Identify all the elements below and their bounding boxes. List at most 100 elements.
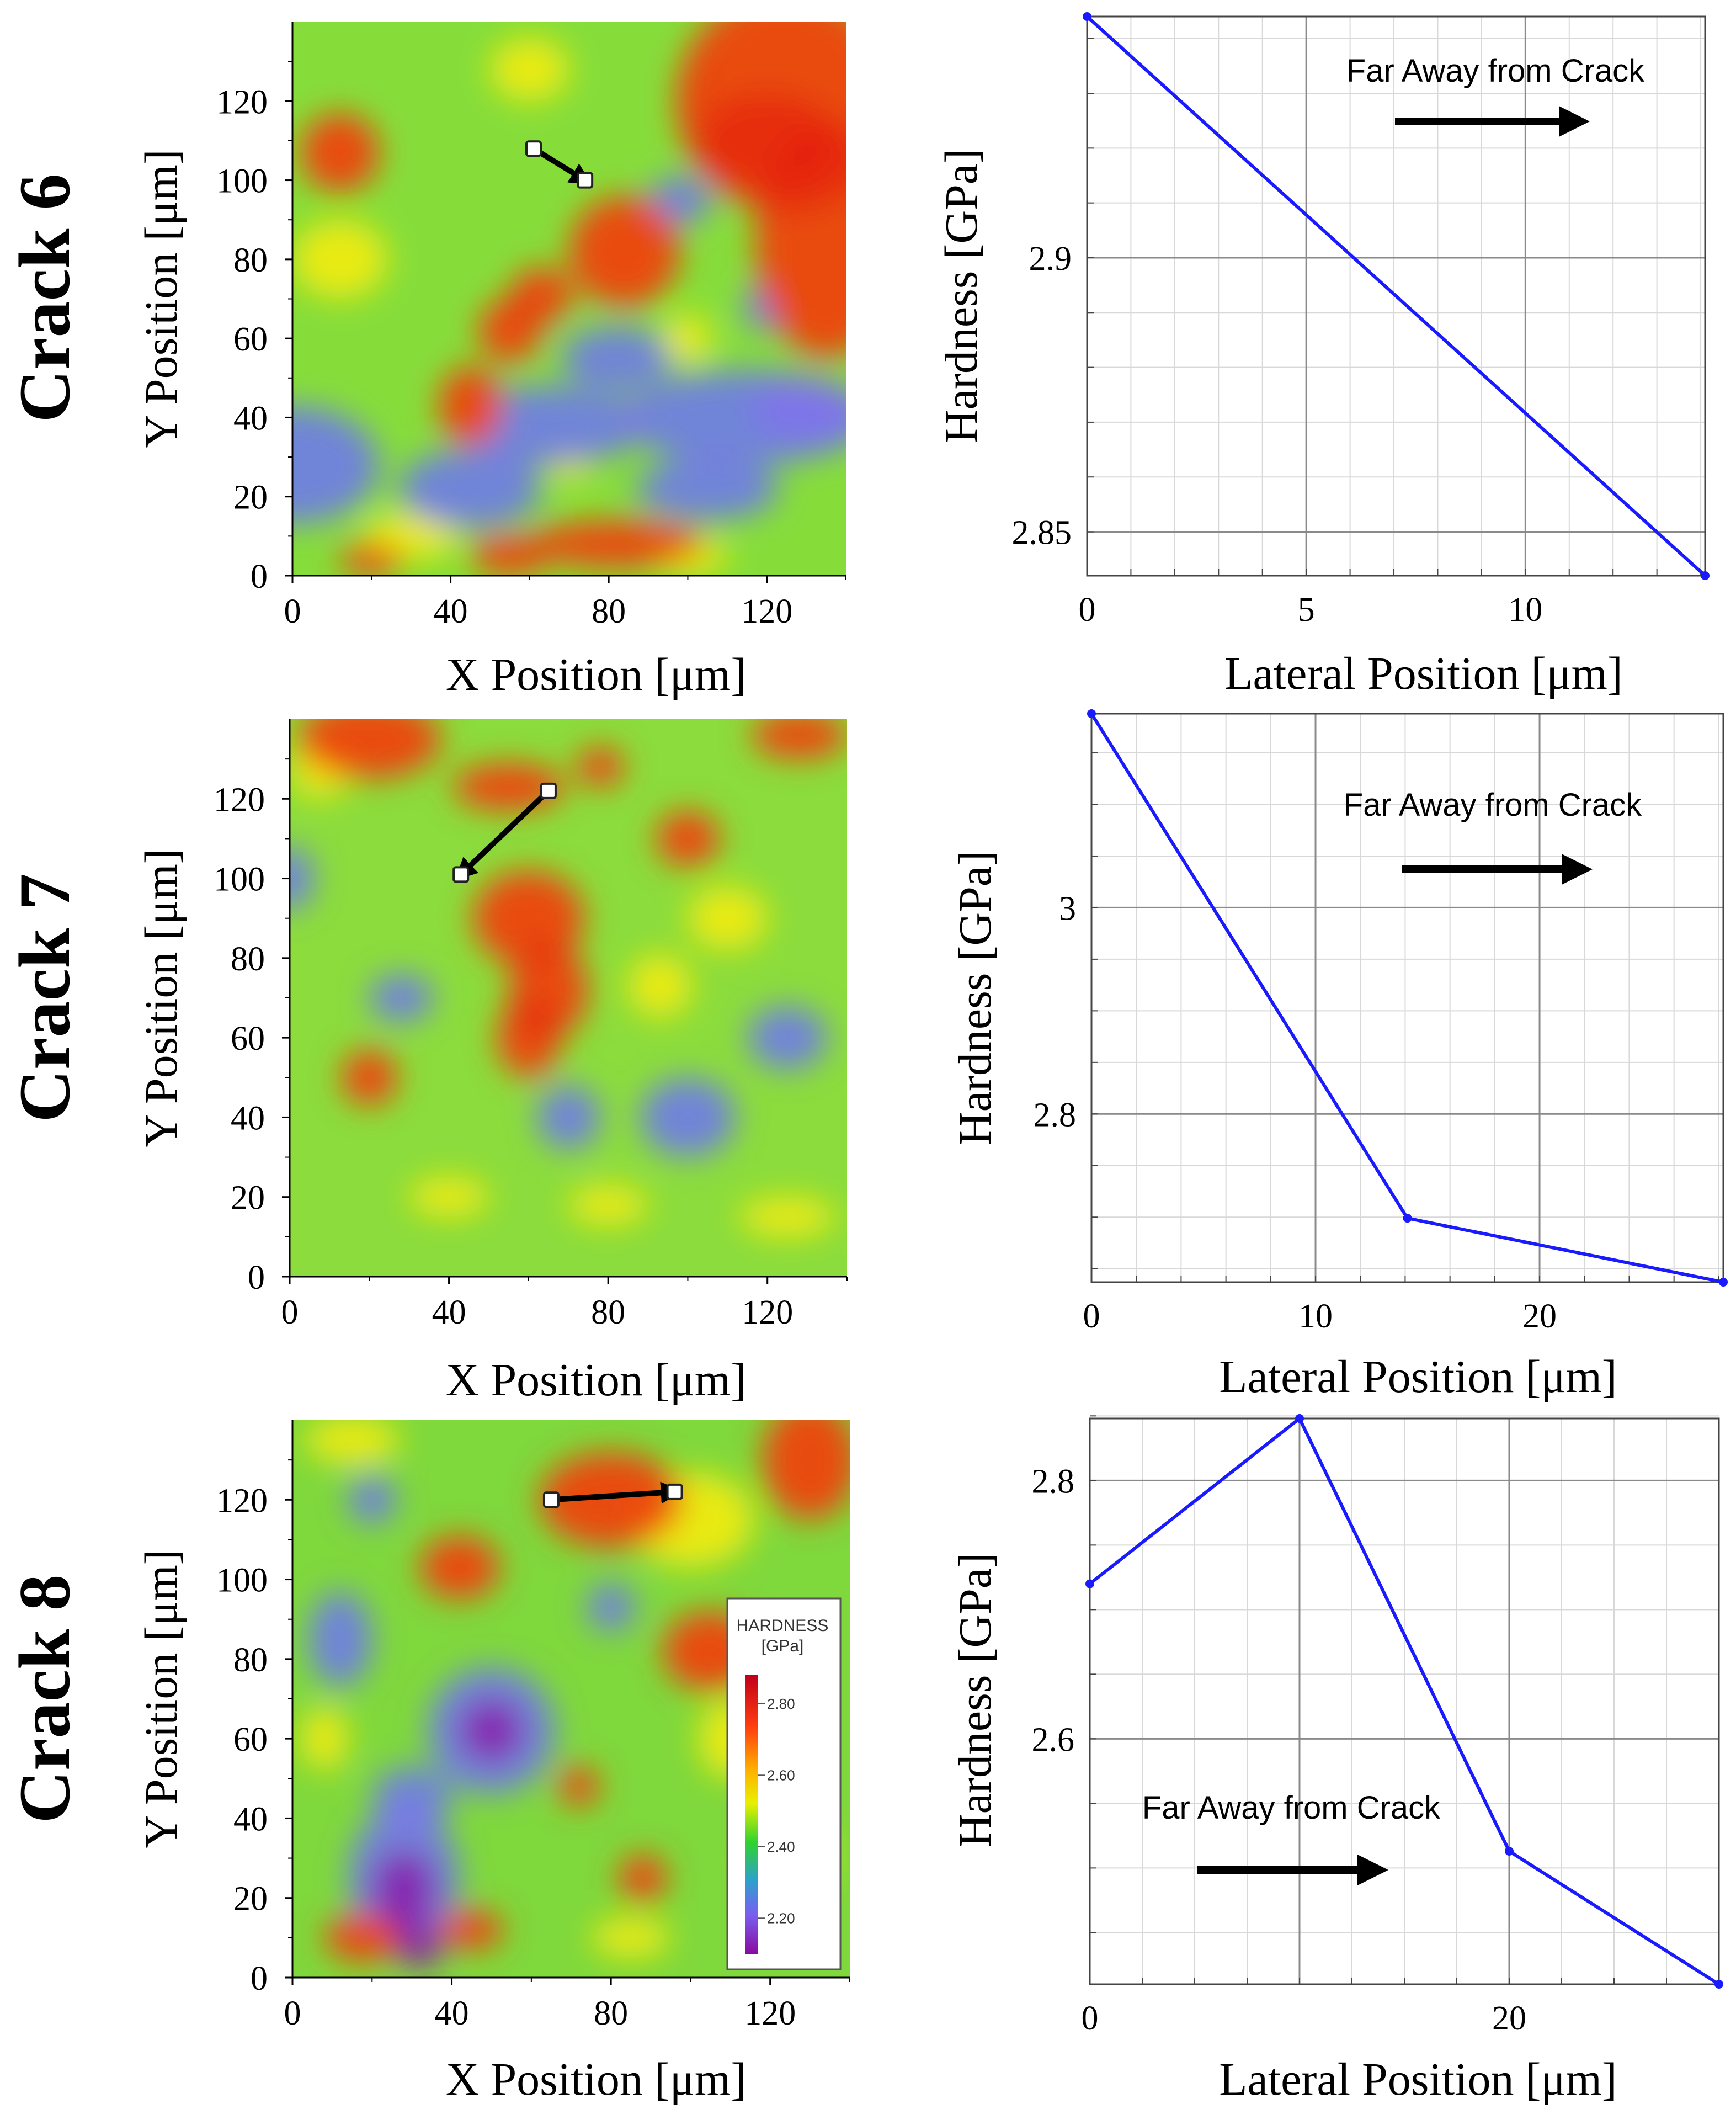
map-y-tick-label: 40 <box>231 1099 265 1137</box>
warm-region <box>490 38 569 102</box>
high-region <box>539 1452 683 1548</box>
profile-x-label: Lateral Position [μm] <box>1219 1351 1617 1402</box>
map-y-tick-label: 80 <box>233 242 268 279</box>
high-region <box>497 998 561 1078</box>
map-x-tick-label: 40 <box>435 1995 469 2032</box>
profile-y-tick-label: 2.8 <box>1032 1463 1075 1500</box>
warm-region <box>628 954 692 1018</box>
hardness-data-point <box>1083 12 1091 21</box>
map-y-tick-label: 0 <box>251 558 268 596</box>
profile-y-label: Hardness [GPa] <box>950 1553 1001 1847</box>
profile-start-marker <box>542 1491 560 1508</box>
low-region <box>636 457 779 520</box>
profile-y-tick-label: 2.9 <box>1029 240 1072 278</box>
profile-x-tick-label: 0 <box>1079 591 1096 629</box>
hardness-map-crack-6: 0 40 80 120 0 20 40 60 80 100 120 X Position [μm]… <box>136 22 846 700</box>
high-region <box>339 544 403 576</box>
plot-frame <box>1090 713 1724 1283</box>
map-y-tick-label: 120 <box>214 781 265 819</box>
map-y-tick-label: 100 <box>214 861 265 899</box>
low-region <box>290 846 314 911</box>
map-x-tick-label: 80 <box>592 593 626 630</box>
warm-region <box>300 1707 348 1771</box>
high-region <box>297 719 441 779</box>
deep-region <box>396 1922 444 1970</box>
deep-region <box>372 1850 436 1930</box>
low-region <box>747 1006 827 1070</box>
map-x-tick-label: 0 <box>284 593 301 630</box>
map-y-label: Y Position [μm] <box>136 848 187 1147</box>
profile-y-label: Hardness [GPa] <box>950 851 1001 1145</box>
profile-y-tick-label: 2.6 <box>1032 1721 1075 1758</box>
profile-x-tick-label: 10 <box>1508 591 1542 629</box>
map-x-label: X Position [μm] <box>446 649 746 700</box>
hardness-data-point <box>1295 1414 1304 1423</box>
high-region <box>478 299 542 363</box>
map-y-tick-label: 100 <box>216 163 268 200</box>
profile-x-label: Lateral Position [μm] <box>1219 2054 1617 2105</box>
profile-end-marker <box>577 172 594 189</box>
colorbar-title: HARDNESS <box>737 1617 829 1635</box>
profile-x-tick-label: 20 <box>1522 1298 1557 1335</box>
low-region <box>348 1476 396 1524</box>
map-x-tick-label: 0 <box>284 1995 301 2032</box>
high-region <box>755 121 846 358</box>
crack-label-7: Crack 7 <box>4 874 85 1123</box>
low-region <box>369 974 433 1022</box>
hardness-data-point <box>1714 1980 1723 1989</box>
map-field <box>290 719 847 1237</box>
map-y-tick-label: 20 <box>233 479 268 517</box>
high-region <box>419 1535 500 1600</box>
profile-y-tick-label: 2.85 <box>1012 514 1072 552</box>
map-y-tick-label: 80 <box>231 941 265 978</box>
map-field <box>292 22 846 576</box>
low-region <box>587 1583 635 1632</box>
hardness-data-point <box>1701 571 1710 580</box>
map-y-label: Y Position [μm] <box>136 149 187 448</box>
high-region <box>300 113 380 193</box>
map-y-tick-label: 40 <box>233 1800 268 1838</box>
colorbar-tick-label: 2.80 <box>767 1696 795 1712</box>
hardness-profile-crack-8: 0 20 2.6 2.8 Far Away from Crack Lateral P… <box>950 1414 1723 2105</box>
map-y-tick-label: 60 <box>233 321 268 358</box>
profile-y-label: Hardness [GPa] <box>936 148 987 443</box>
map-y-tick-label: 40 <box>233 400 268 437</box>
warm-region <box>409 1177 489 1217</box>
map-x-tick-label: 120 <box>744 1995 796 2032</box>
colorbar-tick-label: 2.40 <box>767 1839 795 1855</box>
high-region <box>619 1854 667 1902</box>
annotation-far-away: Far Away from Crack <box>1142 1790 1441 1826</box>
high-region <box>656 810 720 867</box>
colorbar-unit: [GPa] <box>762 1637 804 1655</box>
profile-y-tick-label: 3 <box>1059 890 1076 927</box>
plot-area <box>1091 714 1723 1282</box>
annotation-far-away: Far Away from Crack <box>1346 53 1645 89</box>
deep-region <box>460 1699 524 1763</box>
high-region <box>470 536 550 576</box>
high-region <box>341 1049 397 1106</box>
colorbar-tick-label: 2.60 <box>767 1767 795 1783</box>
low-region <box>292 405 380 524</box>
low-region <box>648 176 712 224</box>
profile-x-tick-label: 10 <box>1298 1298 1333 1335</box>
map-x-tick-label: 80 <box>594 1995 628 2032</box>
hardness-data-point <box>1505 1846 1514 1856</box>
hardness-data-point <box>1085 1579 1094 1588</box>
map-y-tick-label: 60 <box>233 1721 268 1758</box>
hardness-profile-line <box>1085 15 1707 577</box>
map-x-label: X Position [μm] <box>446 1354 746 1406</box>
low-region <box>536 1085 600 1150</box>
crack-label-6: Crack 6 <box>4 174 85 423</box>
crack-profile-arrow <box>532 146 592 185</box>
map-y-tick-label: 20 <box>231 1179 265 1217</box>
hardness-map-crack-8: 0 40 80 120 0 20 40 60 80 100 120 HARDNESS [GPa] … <box>136 1420 850 2105</box>
hardness-profile-crack-6: 0 5 10 2.85 2.9 Far Away from Crack Lateral… <box>936 12 1710 699</box>
profile-start-marker <box>540 782 557 799</box>
low-region <box>561 326 672 390</box>
high-region <box>559 1766 599 1806</box>
hardness-profile-line <box>1089 1417 1720 1986</box>
profile-x-tick-label: 0 <box>1082 2000 1099 2037</box>
warm-region <box>688 886 768 950</box>
high-region <box>762 1420 850 1520</box>
warm-region <box>591 1917 671 1958</box>
